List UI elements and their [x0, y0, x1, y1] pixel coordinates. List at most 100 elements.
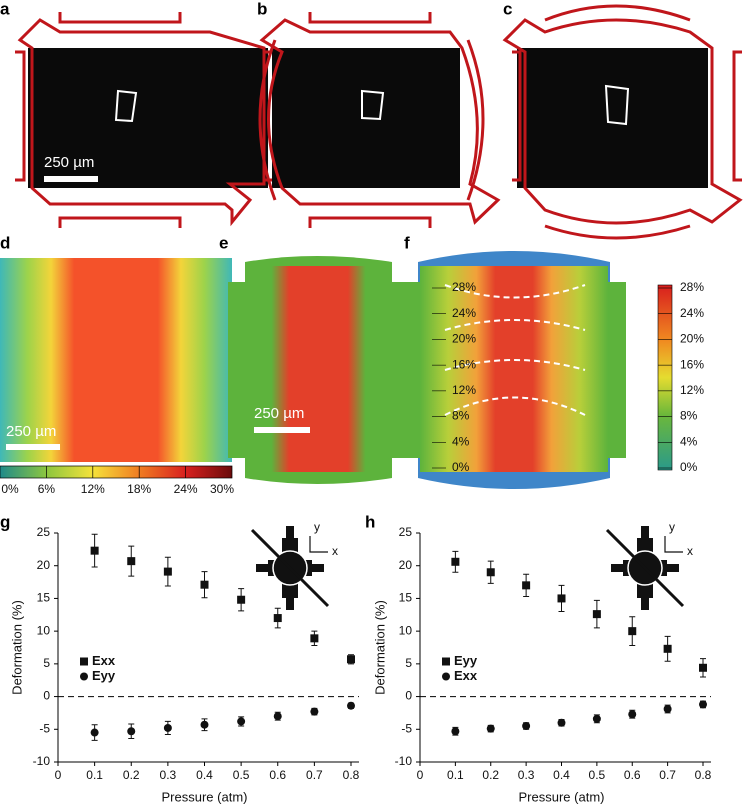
marker: [592, 714, 601, 723]
panel-e: 250 µm e: [219, 233, 447, 484]
strain-sim: [420, 266, 608, 472]
marker: [451, 727, 460, 736]
x-tick-label: 0.1: [447, 768, 464, 782]
panel-label: f: [404, 233, 410, 252]
y-tick-label: -5: [39, 721, 50, 735]
colorbar-label: 16%: [452, 357, 476, 371]
scale-label: 250 µm: [44, 154, 94, 171]
panel-label: d: [0, 233, 10, 252]
colorbar-label: 24%: [174, 482, 198, 496]
inset-axis-label: x: [687, 544, 693, 558]
inset-axis-label: x: [332, 544, 338, 558]
panel-label: e: [219, 233, 228, 252]
colorbar-label: 6%: [38, 482, 56, 496]
x-tick-label: 0.4: [553, 768, 570, 782]
x-tick-label: 0.7: [659, 768, 676, 782]
colorbar-label: 8%: [680, 409, 698, 423]
scale-label: 250 µm: [6, 423, 56, 440]
y-tick-label: 0: [43, 689, 50, 703]
colorbar-label: 4%: [452, 434, 470, 448]
marker: [273, 614, 282, 623]
panel-f: f: [402, 233, 673, 489]
marker: [628, 710, 637, 719]
marker: [310, 634, 319, 643]
micrograph: [28, 48, 268, 188]
channel-outline: [17, 18, 266, 227]
marker: [273, 712, 282, 721]
marker: [699, 663, 707, 672]
x-tick-label: 0.1: [86, 768, 103, 782]
x-tick-label: 0: [417, 768, 424, 782]
colorbar-label: 30%: [210, 482, 234, 496]
scale-bar: [254, 427, 310, 433]
y-tick-label: 20: [37, 558, 51, 572]
colorbar-label: 20%: [452, 332, 476, 346]
marker: [127, 557, 136, 566]
y-axis-label: Deformation (%): [9, 600, 24, 695]
y-tick-label: 25: [37, 525, 51, 539]
contour: [444, 284, 586, 416]
colorbar-label: 8%: [452, 409, 470, 423]
legend-marker: [80, 672, 88, 681]
colorbar-label: 24%: [680, 306, 704, 320]
y-tick-label: 25: [399, 525, 413, 539]
x-tick-label: 0.7: [306, 768, 323, 782]
legend-label: Exx: [92, 653, 116, 668]
y-tick-label: 15: [399, 591, 413, 605]
marker: [90, 546, 99, 555]
legend-label: Exx: [454, 668, 478, 683]
y-tick-label: 5: [43, 656, 50, 670]
scale-label: 250 µm: [254, 405, 304, 422]
colorbar-label: 20%: [680, 332, 704, 346]
x-tick-label: 0.3: [518, 768, 535, 782]
inset-axis-label: y: [669, 520, 675, 534]
marker: [486, 568, 495, 577]
colorbar-label: 18%: [127, 482, 151, 496]
x-tick-label: 0.8: [695, 768, 712, 782]
y-tick-label: -10: [395, 754, 413, 768]
marker-square: [114, 89, 138, 123]
x-tick-label: 0.4: [196, 768, 213, 782]
y-tick-label: 10: [399, 623, 413, 637]
y-tick-label: 0: [405, 689, 412, 703]
legend-label: Eyy: [454, 653, 478, 668]
marker-square: [361, 89, 385, 121]
legend-label: Eyy: [92, 668, 116, 683]
strain-sim: [245, 266, 392, 472]
channel-outline: [258, 12, 485, 228]
channel-outline: [259, 18, 501, 225]
micrograph: [517, 48, 708, 188]
channel-outline: [512, 4, 742, 240]
colorbar-label: 12%: [81, 482, 105, 496]
x-tick-label: 0.2: [123, 768, 140, 782]
marker: [663, 644, 672, 653]
marker: [663, 705, 672, 714]
inset-icon: [250, 526, 685, 610]
marker: [127, 727, 136, 736]
x-axis-label: Pressure (atm): [519, 789, 605, 804]
panel-c: c: [502, 0, 743, 240]
colorbar: [657, 284, 673, 471]
y-tick-label: 10: [37, 623, 51, 637]
marker: [347, 701, 355, 710]
channel-outline: [15, 12, 272, 228]
y-tick-label: -5: [401, 721, 412, 735]
colorbar-label: 12%: [680, 383, 704, 397]
marker: [200, 720, 209, 729]
marker-square: [604, 84, 630, 126]
y-axis-label: Deformation (%): [372, 600, 387, 695]
y-tick-label: 15: [37, 591, 51, 605]
x-tick-label: 0.8: [343, 768, 360, 782]
panel-label: h: [365, 512, 375, 531]
marker: [200, 580, 209, 589]
y-tick-label: 20: [399, 558, 413, 572]
colorbar-label: 12%: [452, 383, 476, 397]
strain-map: [0, 258, 232, 462]
x-tick-label: 0.3: [160, 768, 177, 782]
marker: [451, 557, 460, 566]
marker: [237, 717, 246, 726]
y-tick-label: 5: [405, 656, 412, 670]
scale-bar: [6, 444, 60, 450]
marker: [628, 627, 637, 636]
marker: [522, 581, 531, 590]
